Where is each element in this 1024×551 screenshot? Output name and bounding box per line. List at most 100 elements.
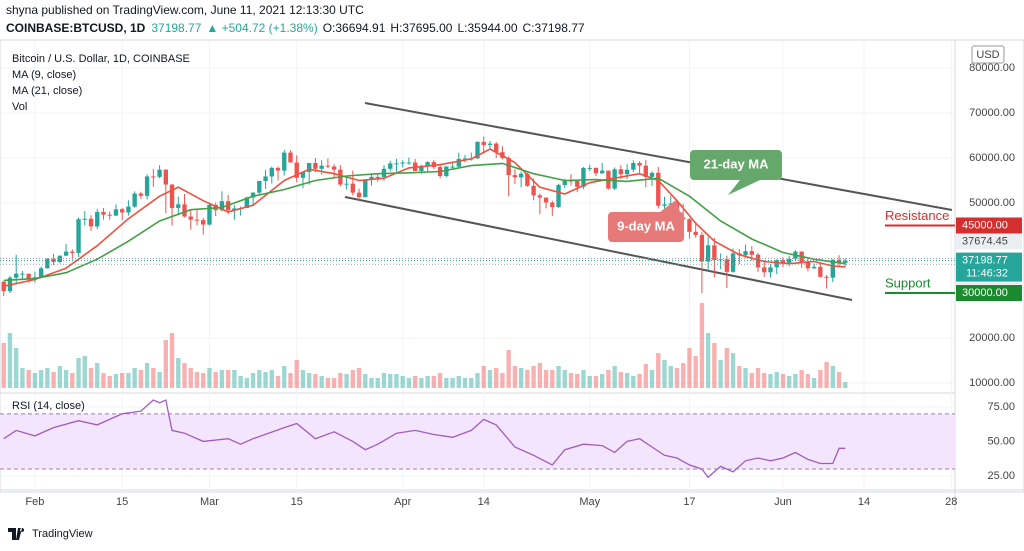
volume-bar — [649, 370, 655, 388]
currency: USD — [976, 49, 999, 61]
volume-bar — [151, 368, 156, 388]
volume-bar — [20, 368, 25, 388]
volume-bar — [244, 378, 250, 388]
volume-bar — [494, 368, 499, 388]
candle-body — [101, 211, 106, 215]
y-tick-label: 20000.00 — [969, 332, 1015, 344]
legend-ma21: MA (21, close) — [12, 85, 82, 97]
candle-body — [375, 176, 380, 178]
candle-body — [587, 167, 592, 169]
rsi-tick-label: 25.00 — [987, 470, 1015, 482]
volume-bar — [787, 376, 792, 388]
volume-bar — [525, 370, 530, 388]
volume-bar — [1, 343, 6, 388]
candle-body — [406, 162, 412, 164]
volume-bar — [749, 373, 754, 388]
candle-body — [282, 152, 287, 171]
volume-bar — [82, 356, 87, 388]
publisher-line: shyna published on TradingView.com, June… — [6, 3, 364, 17]
candle-body — [400, 162, 405, 164]
rsi-band-fill — [0, 413, 955, 470]
volume-bar — [157, 372, 162, 388]
candle-body — [637, 162, 642, 166]
low: L:35944.00 — [457, 21, 517, 35]
change: ▲ +504.72 (+1.38%) — [206, 21, 317, 35]
candle-body — [113, 209, 119, 216]
volume-bar — [238, 376, 243, 388]
volume-bar — [730, 353, 736, 388]
candle-body — [275, 167, 281, 171]
volume-bar — [32, 373, 38, 388]
volume-bar — [107, 376, 112, 388]
candle-body — [20, 273, 25, 275]
candle-body — [250, 192, 256, 198]
volume-bar — [375, 378, 380, 388]
rsi-line — [3, 399, 846, 479]
candle-body — [506, 157, 511, 176]
volume-bar — [275, 376, 281, 388]
candle-body — [462, 158, 468, 160]
candle-body — [475, 141, 480, 159]
candle-body — [562, 180, 567, 185]
last: 37198.77 — [151, 21, 201, 35]
candle-body — [325, 165, 331, 167]
volume-bar — [331, 378, 337, 388]
candle-body — [157, 169, 162, 177]
volume-bar — [830, 366, 836, 388]
x-tick-label: Jun — [774, 496, 792, 508]
volume-bar — [176, 358, 181, 388]
candle-body — [575, 180, 580, 187]
candle-body — [593, 167, 599, 174]
volume-bar — [624, 373, 630, 388]
volume-bar — [481, 366, 486, 388]
candle-body — [662, 204, 667, 206]
volume — [1, 303, 848, 388]
volume-bar — [462, 378, 468, 388]
volume-bar — [518, 368, 524, 388]
candle-body — [843, 260, 848, 263]
volume-bar — [307, 373, 312, 388]
volume-bar — [593, 376, 599, 388]
volume-bar — [475, 373, 480, 388]
volume-bar — [144, 363, 150, 388]
x-tick-label: 14 — [478, 496, 490, 508]
candle-body — [755, 254, 761, 268]
y-tick-label: 60000.00 — [969, 152, 1015, 164]
candle-body — [487, 143, 493, 145]
volume-bar — [406, 378, 412, 388]
volume-bar — [344, 374, 349, 388]
volume-bar — [774, 372, 779, 388]
candle-body — [307, 162, 312, 172]
candle-body — [207, 204, 212, 225]
candle-body — [82, 218, 87, 220]
volume-bar — [313, 374, 318, 388]
candle-body — [313, 162, 318, 169]
candle-body — [288, 152, 293, 163]
symbol-line: COINBASE:BTCUSD, 1D 37198.77 ▲ +504.72 (+1… — [6, 21, 585, 35]
volume-bar — [612, 366, 617, 388]
candle-body — [699, 234, 705, 262]
high: H:37695.00 — [390, 21, 452, 35]
volume-bar — [338, 373, 343, 388]
volume-bar — [718, 360, 723, 388]
volume-bar — [225, 370, 231, 388]
y-tick-label: 70000.00 — [969, 107, 1015, 119]
x-tick-label: 15 — [116, 496, 128, 508]
volume-bar — [737, 366, 742, 388]
volume-bar — [824, 362, 829, 388]
candle-body — [481, 141, 486, 145]
volume-bar — [63, 370, 69, 388]
candle-body — [244, 197, 250, 208]
volume-bar — [687, 348, 692, 388]
volume-bar — [550, 370, 555, 388]
volume-bar — [643, 364, 648, 388]
candle-body — [201, 220, 206, 225]
volume-bar — [263, 372, 268, 388]
volume-bar — [431, 376, 437, 388]
candle-body — [836, 259, 842, 263]
candle-body — [144, 176, 150, 196]
volume-bar — [101, 373, 106, 388]
volume-bar — [537, 363, 543, 388]
candle-body — [643, 165, 648, 177]
candle-body — [194, 219, 200, 221]
